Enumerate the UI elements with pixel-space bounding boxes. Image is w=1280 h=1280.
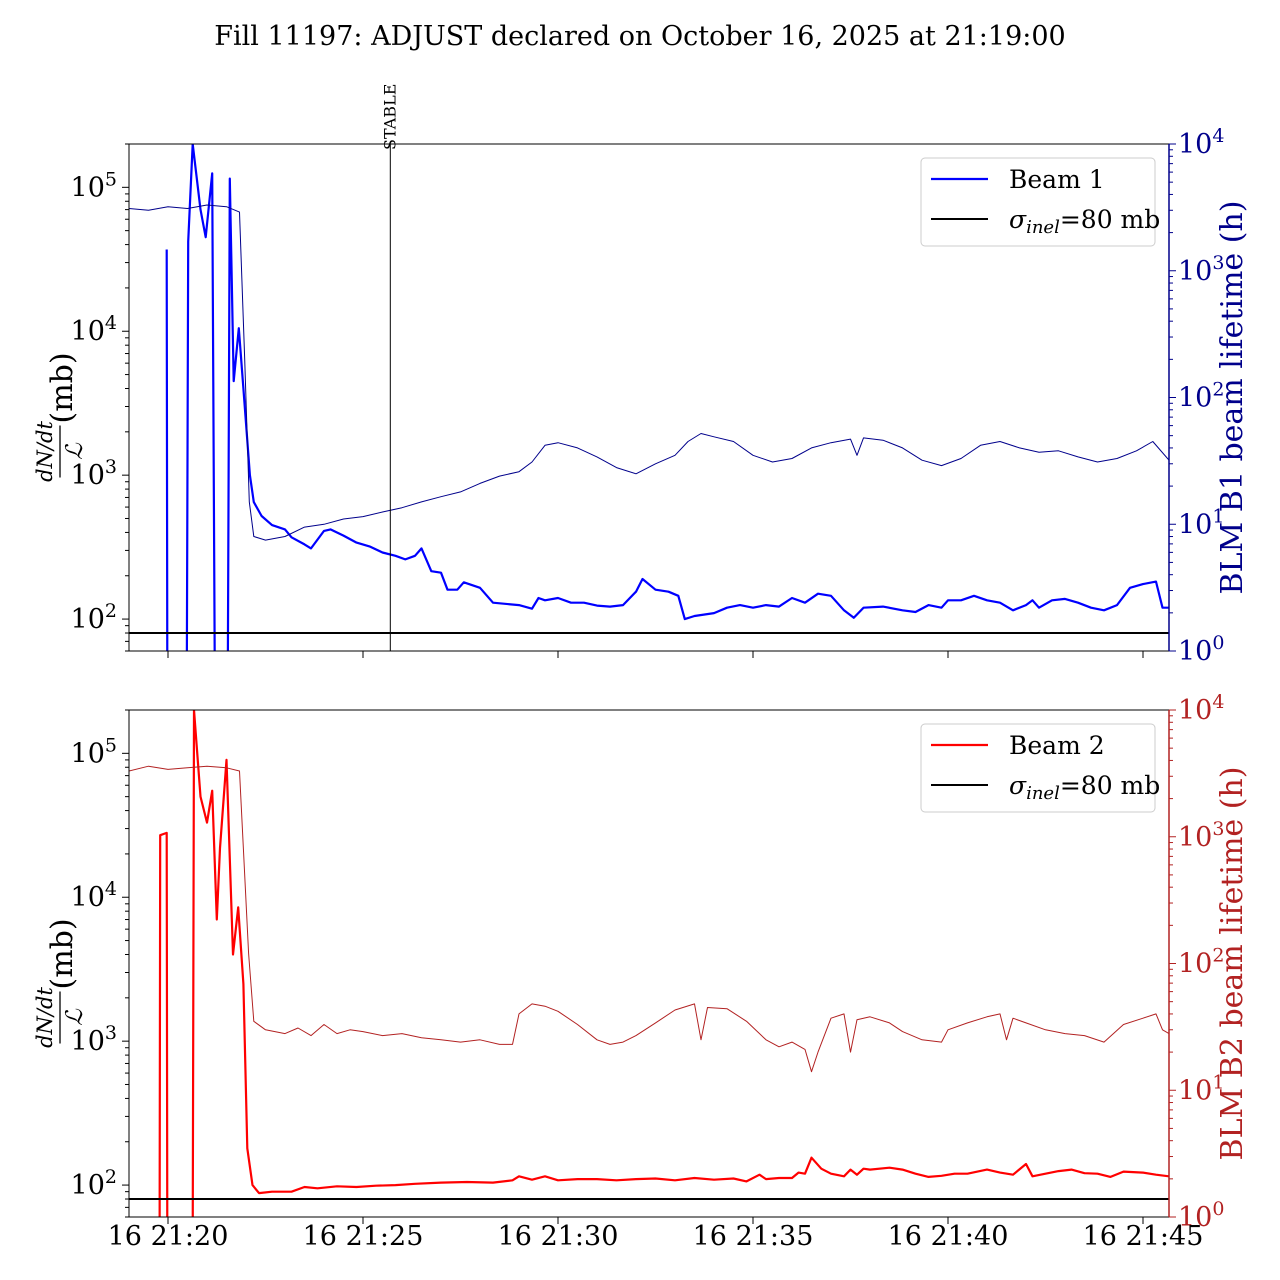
right-tick-label: 104: [1178, 691, 1224, 726]
label-fraction-numerator: dN/dt: [33, 987, 57, 1048]
x-tick-label: 16 21:40: [888, 1221, 1009, 1252]
label-fraction-denominator: ℒ: [62, 443, 88, 460]
right-tick-label: 102: [1178, 379, 1224, 414]
x-tick-label: 16 21:30: [498, 1221, 619, 1252]
x-tick-label: 16 21:25: [303, 1221, 424, 1252]
lifetime-series-line: [129, 204, 1169, 541]
left-tick-label: 102: [71, 1166, 117, 1201]
label-fraction-numerator: dN/dt: [33, 421, 57, 482]
series-line-beam-1: [165, 144, 1169, 651]
label-unit: (mb): [45, 352, 80, 423]
lifetime-series-line: [129, 765, 1169, 1073]
right-tick-label: 100: [1178, 632, 1224, 667]
left-axis-label: dN/dt ℒ (mb): [33, 352, 88, 481]
right-tick-label: 103: [1178, 252, 1224, 287]
right-tick-label: 101: [1178, 505, 1224, 540]
panel-1: STABLE 102 103 104 105 dN/dt ℒ (mb) 100 101 102 10…: [33, 84, 1250, 667]
x-tick-label: 16 21:20: [108, 1221, 229, 1252]
stable-marker-label: STABLE: [380, 84, 399, 150]
right-axis-label: BLM B1 beam lifetime (h): [1215, 201, 1250, 595]
x-tick-label: 16 21:45: [1083, 1221, 1204, 1252]
legend-label-beam: Beam 1: [1009, 165, 1105, 194]
right-axis-label: BLM B2 beam lifetime (h): [1215, 767, 1250, 1161]
left-tick-label: 104: [71, 312, 117, 347]
left-tick-label: 103: [71, 456, 117, 491]
label-unit: (mb): [45, 918, 80, 989]
left-tick-label: 105: [71, 168, 117, 203]
label-fraction-denominator: ℒ: [62, 1009, 88, 1026]
series-line-beam-2: [158, 710, 1169, 1217]
left-tick-label: 105: [71, 734, 117, 769]
left-tick-label: 104: [71, 878, 117, 913]
legend-label-reference: σinel=80 mb: [1009, 205, 1160, 238]
panel-2: 102 103 104 105 dN/dt ℒ (mb) 100 101 102 103 104 BL…: [33, 691, 1250, 1252]
left-tick-label: 103: [71, 1022, 117, 1057]
left-tick-label: 102: [71, 600, 117, 635]
legend: Beam 2 σinel=80 mb: [920, 723, 1160, 813]
left-axis-label: dN/dt ℒ (mb): [33, 918, 88, 1047]
chart-title: Fill 11197: ADJUST declared on October 1…: [214, 21, 1065, 52]
right-tick-label: 102: [1178, 945, 1224, 980]
right-tick-label: 103: [1178, 818, 1224, 853]
legend-label-reference: σinel=80 mb: [1009, 771, 1160, 804]
legend: Beam 1 σinel=80 mb: [920, 157, 1160, 247]
right-tick-label: 101: [1178, 1071, 1224, 1106]
x-tick-label: 16 21:35: [693, 1221, 814, 1252]
legend-label-beam: Beam 2: [1009, 731, 1105, 760]
right-tick-label: 104: [1178, 125, 1224, 160]
right-tick-label: 100: [1178, 1198, 1224, 1233]
